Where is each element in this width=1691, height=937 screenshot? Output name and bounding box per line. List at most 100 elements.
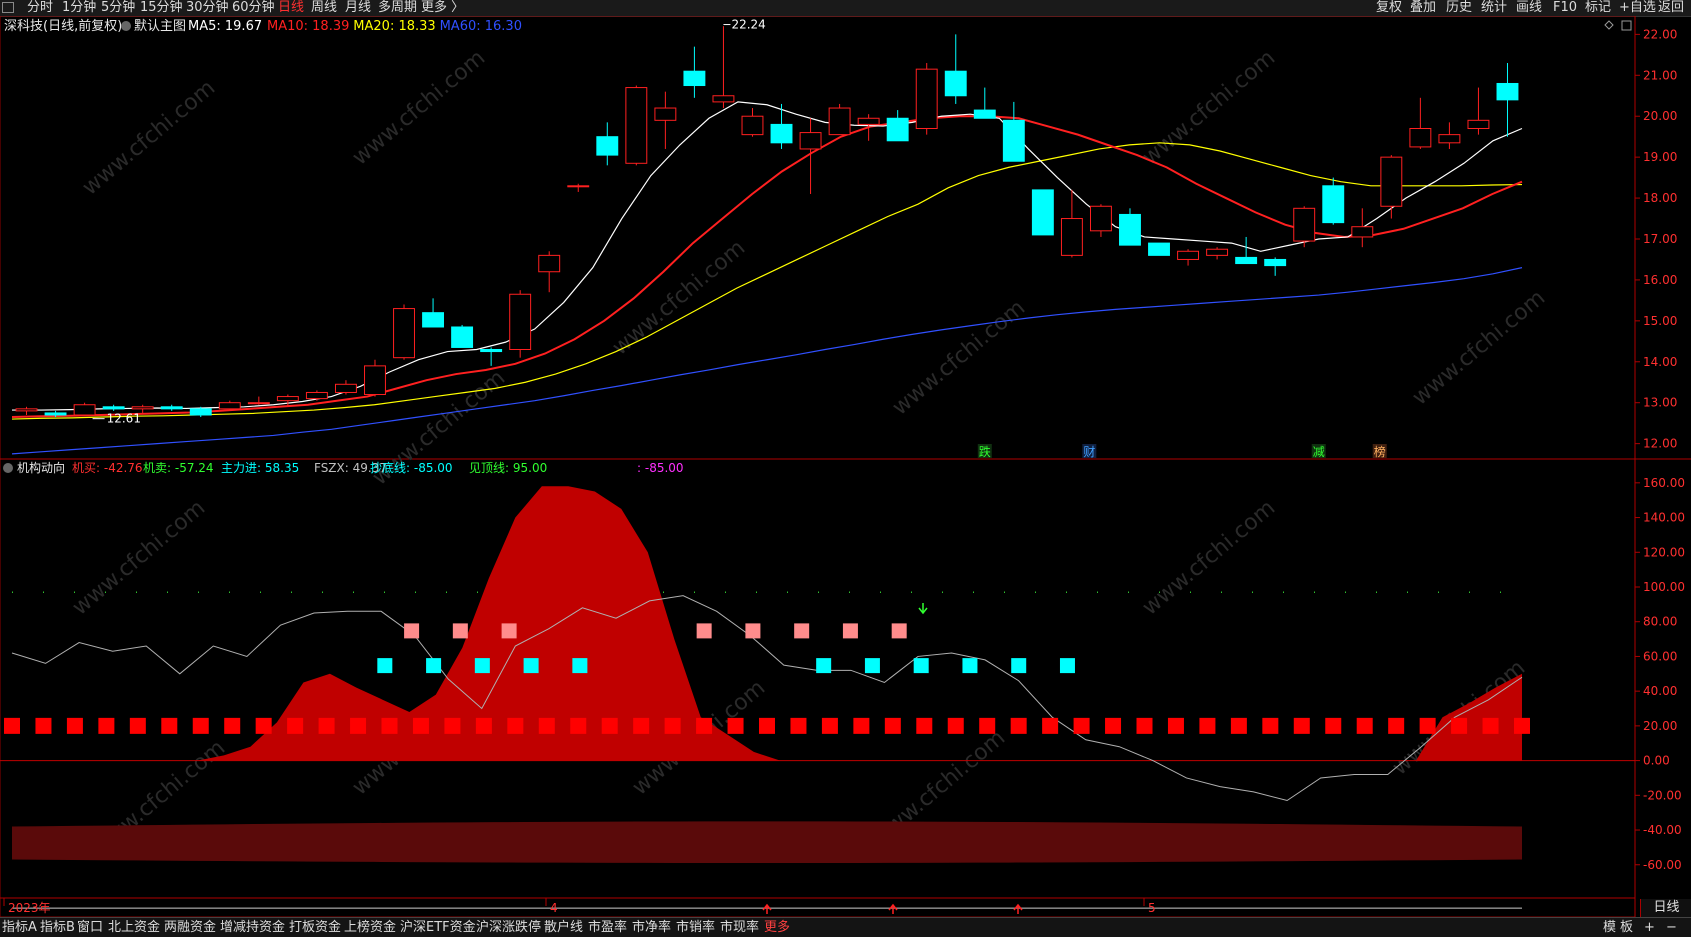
candle-body [1060,218,1083,256]
chevron-right-icon: 〉 [447,0,465,15]
window-icon [1621,20,1632,31]
indicator-value-5: 见顶线: 95.00 [469,461,547,475]
candle [1380,155,1403,219]
indicator-tab-10[interactable]: 散户线 [544,920,584,935]
toolbar-button-3[interactable]: 统计 [1481,0,1508,15]
indicator-tab-11[interactable]: 市盈率 [588,920,628,935]
candle-body [451,326,474,348]
candle-body [799,132,822,150]
indicator-tab-15[interactable]: 更多 [764,920,791,935]
indicator-tab-9[interactable]: 沪深涨跌停 [476,920,542,935]
indicator-tab-6[interactable]: 打板资金 [289,920,342,935]
candle-body [1119,213,1141,246]
window-control-1[interactable]: 板 [1620,920,1634,935]
candle [160,404,183,411]
price-tick-label: 15.00 [1643,314,1677,328]
indicator-tab-0[interactable]: 指标A [2,920,37,935]
period-tab-4[interactable]: 30分钟 [186,0,229,15]
pink-signal-square [891,623,907,639]
watermark-text: www.cfchi.com [68,495,210,620]
candle [567,183,590,192]
price-tick-label: 14.00 [1643,355,1677,369]
price-tick-label: 17.00 [1643,232,1677,246]
toolbar-button-6[interactable]: 标记 [1585,0,1612,15]
indicator-tab-7[interactable]: 上榜资金 [344,920,397,935]
down-arrow-icon [918,603,928,615]
price-tick-label: 21.00 [1643,68,1677,82]
toolbar-button-0[interactable]: 复权 [1376,0,1403,15]
indicator-tab-3[interactable]: 北上资金 [108,920,161,935]
candle-body [422,312,445,328]
period-tab-2[interactable]: 5分钟 [101,0,136,15]
period-tab-10[interactable]: 更多 〉 [421,0,465,15]
candle-body [1322,185,1345,224]
period-tab-8[interactable]: 月线 [345,0,372,15]
red-signal-square [1514,717,1530,734]
toolbar-button-5[interactable]: F10 [1553,0,1578,15]
period-tab-3[interactable]: 15分钟 [140,0,183,15]
period-tab-5[interactable]: 60分钟 [232,0,275,15]
red-signal-square [947,717,964,734]
candle-body [1467,119,1490,129]
red-signal-square [916,717,933,734]
event-tag: 减 [1311,444,1326,459]
candle-body [915,68,938,129]
toolbar-button-1[interactable]: 叠加 [1410,0,1437,15]
red-signal-square [664,717,681,734]
candle-body [857,117,880,125]
watermark-text: www.cfchi.com [608,235,750,360]
indicator-tab-12[interactable]: 市净率 [632,920,672,935]
toolbar-button-4[interactable]: 画线 [1516,0,1543,15]
high-price-label: 22.24 [731,18,765,32]
red-signal-square [1010,717,1027,734]
candle [973,87,996,119]
indicator-tab-2[interactable]: 窗口 [77,920,104,935]
red-signal-square [570,717,587,734]
period-tab-0[interactable]: 分时 [27,0,54,15]
event-tag-text: 减 [1313,445,1325,459]
red-signal-square [1073,717,1090,734]
red-signal-square [727,717,744,734]
period-tab-1[interactable]: 1分钟 [62,0,97,15]
candle-body [276,396,299,402]
cyan-signal-square [426,658,442,674]
period-tab-9[interactable]: 多周期 [378,0,418,15]
indicator-tab-bar: 指标A 指标B 窗口 北上资金 两融资金 增减持资金 打板资金 上榜资金 沪深ETF资金 沪深涨跌… [0,917,1691,937]
red-signal-square [1136,717,1153,734]
indicator-tab-1[interactable]: 指标B [40,920,75,935]
red-signal-square [350,717,367,734]
period-tab-6[interactable]: 日线 [278,0,305,15]
price-tick-label: 13.00 [1643,396,1677,410]
toolbar-button-2[interactable]: 历史 [1446,0,1473,15]
candle-body [1002,119,1025,162]
indicator-value-0: 机买: -42.76 [72,461,143,475]
candle-body [160,406,183,410]
event-tag-text: 榜 [1374,444,1386,459]
stock-title: 深科技(日线,前复权) [4,18,122,34]
red-signal-square [1388,717,1405,734]
candle-body [770,123,793,144]
menu-icon[interactable] [2,2,14,13]
ma-value-3: MA60: 16.30 [440,19,522,34]
period-tab-7[interactable]: 周线 [311,0,338,15]
candle [886,110,909,142]
indicator-tab-8[interactable]: 沪深ETF资金 [400,920,476,935]
indicator-tab-14[interactable]: 市现率 [720,920,760,935]
window-control-2[interactable]: + [1644,920,1655,935]
candle [1177,249,1200,266]
indicator-tab-5[interactable]: 增减持资金 [220,920,286,935]
window-control-0[interactable]: 模 [1603,920,1617,935]
stock-chart[interactable]: www.cfchi.com www.cfchi.com www.cfchi.com w… [0,16,1691,917]
up-arrow-icon [888,903,898,914]
indicator-tab-13[interactable]: 市销率 [676,920,716,935]
candle [276,394,299,407]
toolbar-button-8[interactable]: 返回 [1658,0,1685,15]
window-control-3[interactable]: − [1666,920,1677,935]
candle [364,359,386,397]
ma20-line [11,142,1523,420]
indicator-tab-4[interactable]: 两融资金 [164,920,217,935]
candle [102,404,125,411]
watermark-text: www.cfchi.com [888,295,1030,420]
toolbar-button-7[interactable]: +自选 [1619,0,1656,15]
candle-body [364,365,386,396]
